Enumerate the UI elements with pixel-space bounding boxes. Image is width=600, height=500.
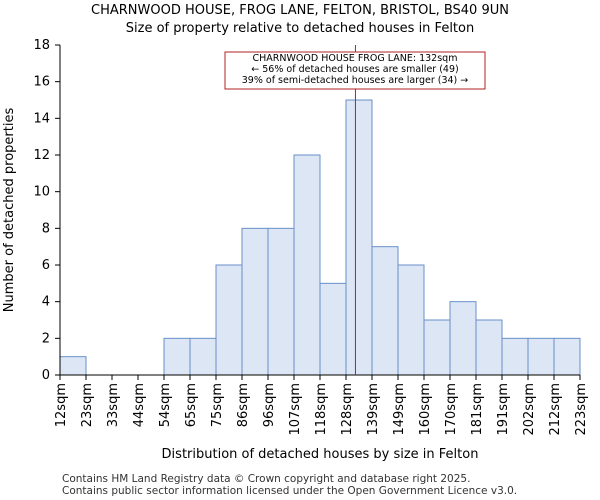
annotation-box: CHARNWOOD HOUSE FROG LANE: 132sqm ← 56% … [224,51,486,90]
x-tick-label: 191sqm [496,383,511,436]
x-tick-label: 149sqm [392,383,407,436]
x-tick-label: 128sqm [340,383,355,436]
bar-65sqm [189,337,217,376]
annotation-line-1: CHARNWOOD HOUSE FROG LANE: 132sqm [253,53,458,64]
x-tick-label: 181sqm [470,383,485,436]
footer-line-2: Contains public sector information licen… [62,485,518,497]
bar-212sqm [553,337,581,376]
x-tick-label: 160sqm [418,383,433,436]
bar-160sqm [423,319,451,376]
x-tick-label: 170sqm [444,383,459,436]
x-tick-label: 65sqm [184,383,199,427]
y-tick-label: 2 [42,331,50,346]
x-tick-label: 75sqm [210,383,225,427]
x-tick-label: 118sqm [314,383,329,436]
x-tick-label: 86sqm [236,383,251,427]
bar-118sqm [319,282,347,376]
x-tick-label: 54sqm [158,383,173,427]
y-tick-label: 10 [33,185,50,200]
bar-12sqm [59,356,87,376]
y-tick-label: 18 [33,38,50,53]
x-tick-label: 44sqm [132,383,147,427]
bar-107sqm [293,154,321,376]
x-tick-label: 139sqm [366,383,381,436]
y-tick-label: 8 [42,221,50,236]
x-tick-label: 23sqm [80,383,95,427]
x-tick-label: 12sqm [54,383,69,427]
annotation-line-2: ← 56% of detached houses are smaller (49… [251,64,458,75]
x-axis-label: Distribution of detached houses by size … [162,447,479,462]
x-tick-label: 107sqm [288,383,303,436]
chart-subtitle: Size of property relative to detached ho… [125,21,475,36]
bar-191sqm [501,337,529,376]
x-tick-label: 202sqm [522,383,537,436]
bar-149sqm [397,264,425,376]
bar-181sqm [475,319,503,376]
bar-202sqm [527,337,555,376]
annotation-line-3: 39% of semi-detached houses are larger (… [242,75,469,86]
bar-170sqm [449,301,477,376]
bar-96sqm [267,227,295,376]
bar-54sqm [163,337,191,376]
y-tick-label: 4 [42,295,50,310]
y-tick-label: 6 [42,258,50,273]
y-tick-label: 12 [33,148,50,163]
bar-128sqm [345,99,373,376]
bar-139sqm [371,246,399,376]
y-axis-label: Number of detached properties [2,108,17,313]
bar-75sqm [215,264,243,376]
y-tick-label: 14 [33,111,50,126]
x-tick-label: 223sqm [574,383,589,436]
footer-line-1: Contains HM Land Registry data © Crown c… [62,473,471,485]
x-tick-label: 212sqm [548,383,563,436]
y-tick-label: 0 [42,368,50,383]
chart-title: CHARNWOOD HOUSE, FROG LANE, FELTON, BRIS… [91,3,509,18]
x-tick-label: 33sqm [106,383,121,427]
y-tick-label: 16 [33,75,50,90]
bar-86sqm [241,227,269,376]
x-tick-label: 96sqm [262,383,277,427]
